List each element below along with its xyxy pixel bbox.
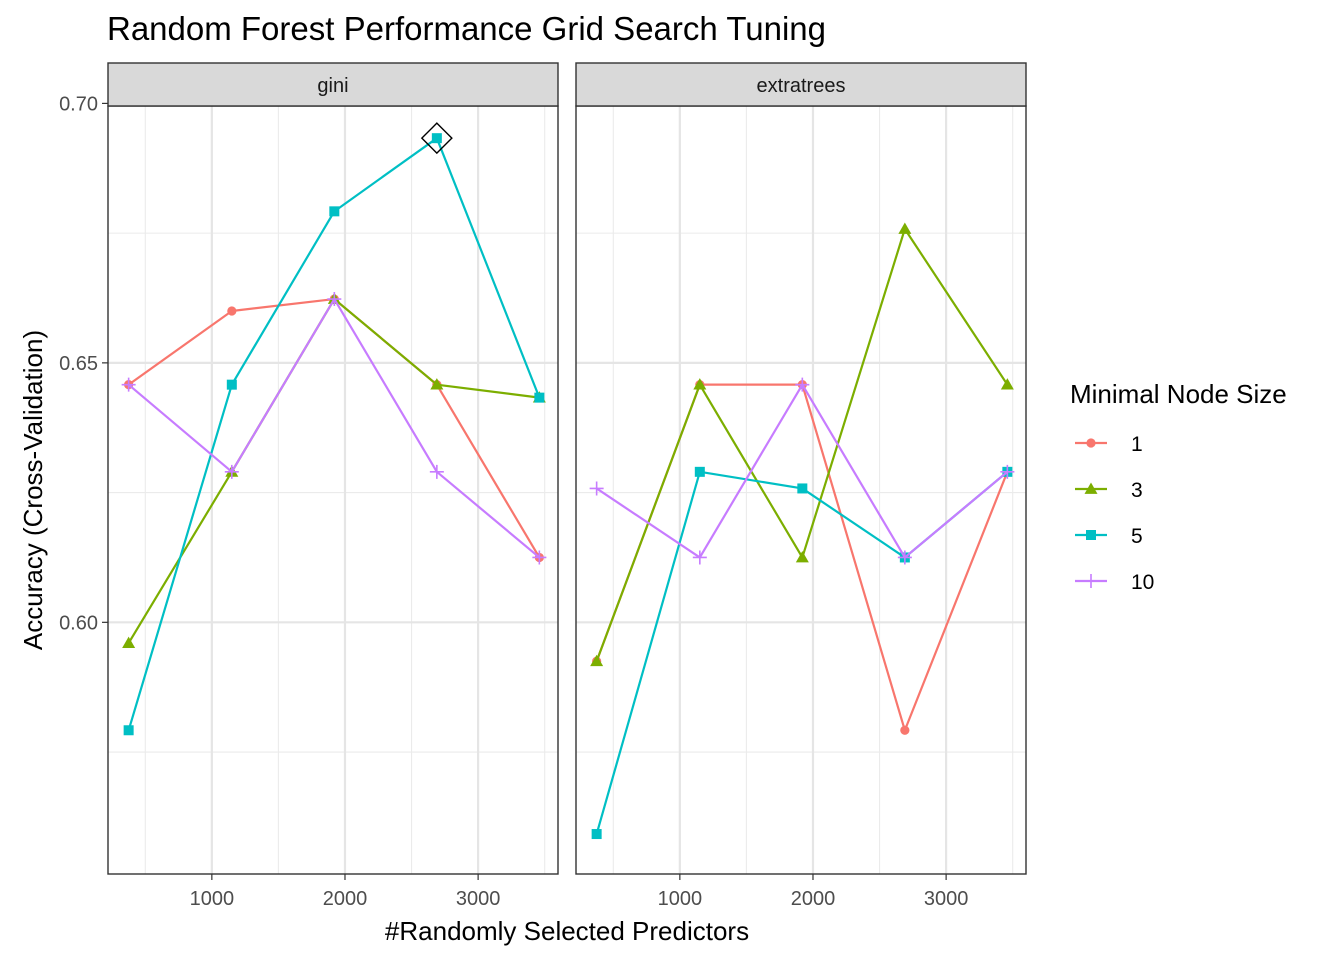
data-point bbox=[693, 378, 707, 390]
data-point bbox=[590, 654, 604, 667]
data-point bbox=[898, 222, 912, 234]
legend: Minimal Node Size 1 3 5 10 bbox=[1070, 379, 1287, 594]
series-3 bbox=[590, 222, 1014, 667]
legend-key-marker bbox=[1084, 482, 1098, 494]
data-point bbox=[430, 378, 444, 390]
y-tick-label: 0.70 bbox=[59, 93, 98, 115]
x-tick-label: 2000 bbox=[791, 888, 836, 910]
data-point bbox=[694, 466, 705, 477]
data-point bbox=[429, 464, 444, 479]
data-point bbox=[795, 377, 810, 392]
legend-key-marker bbox=[1086, 530, 1096, 540]
panels: gini 1000 2000 3000 0.60 0.65 0.70 extratrees 10… bbox=[59, 62, 1027, 910]
legend-title: Minimal Node Size bbox=[1070, 379, 1287, 409]
legend-key-marker bbox=[1086, 438, 1096, 448]
series-5 bbox=[123, 133, 545, 736]
strip-background bbox=[575, 62, 1027, 107]
x-tick-label: 2000 bbox=[323, 888, 368, 910]
legend-label: 5 bbox=[1131, 525, 1143, 548]
data-point bbox=[122, 636, 136, 648]
chart-title: Random Forest Performance Grid Search Tu… bbox=[107, 10, 826, 47]
strip-label: gini bbox=[317, 75, 348, 97]
data-point bbox=[329, 206, 340, 217]
strip-label: extratrees bbox=[757, 75, 846, 97]
data-point bbox=[1000, 464, 1015, 479]
data-point bbox=[226, 379, 237, 390]
series-10 bbox=[589, 377, 1015, 565]
y-tick-label: 0.60 bbox=[59, 612, 98, 634]
data-point bbox=[534, 392, 545, 403]
legend-item-5: 5 bbox=[1075, 525, 1143, 548]
data-point bbox=[795, 550, 809, 563]
y-tick-label: 0.65 bbox=[59, 353, 98, 375]
x-tick-label: 3000 bbox=[924, 888, 969, 910]
legend-label: 1 bbox=[1131, 433, 1143, 456]
legend-label: 3 bbox=[1131, 479, 1143, 502]
data-point bbox=[224, 464, 239, 479]
series-10 bbox=[121, 292, 547, 565]
panel-extratrees: extratrees 1000 2000 3000 bbox=[575, 62, 1027, 910]
data-point bbox=[692, 550, 707, 565]
legend-label: 10 bbox=[1131, 571, 1154, 594]
data-point bbox=[900, 725, 910, 735]
x-tick-label: 1000 bbox=[190, 888, 235, 910]
data-point bbox=[327, 292, 342, 307]
data-point bbox=[123, 725, 134, 736]
legend-item-1: 1 bbox=[1075, 433, 1143, 456]
data-point bbox=[1000, 378, 1014, 390]
data-point bbox=[431, 133, 442, 144]
x-axis-title: #Randomly Selected Predictors bbox=[385, 916, 749, 946]
data-point bbox=[532, 550, 547, 565]
x-tick-label: 3000 bbox=[456, 888, 501, 910]
best-result-marker bbox=[420, 122, 453, 155]
data-point bbox=[227, 306, 237, 316]
legend-items: 1 3 5 10 bbox=[1075, 433, 1154, 594]
data-point bbox=[897, 550, 912, 565]
legend-item-10: 10 bbox=[1075, 571, 1154, 594]
y-axis-title: Accuracy (Cross-Validation) bbox=[18, 330, 48, 650]
legend-key-marker bbox=[1084, 574, 1098, 588]
data-point bbox=[591, 829, 602, 840]
strip-background bbox=[107, 62, 559, 107]
legend-item-3: 3 bbox=[1075, 479, 1143, 502]
x-tick-label: 1000 bbox=[658, 888, 703, 910]
panel-background bbox=[108, 106, 558, 874]
data-point bbox=[797, 483, 808, 494]
data-point bbox=[121, 377, 136, 392]
data-point bbox=[589, 481, 604, 496]
panel-gini: gini 1000 2000 3000 0.60 0.65 0.70 bbox=[59, 62, 559, 910]
